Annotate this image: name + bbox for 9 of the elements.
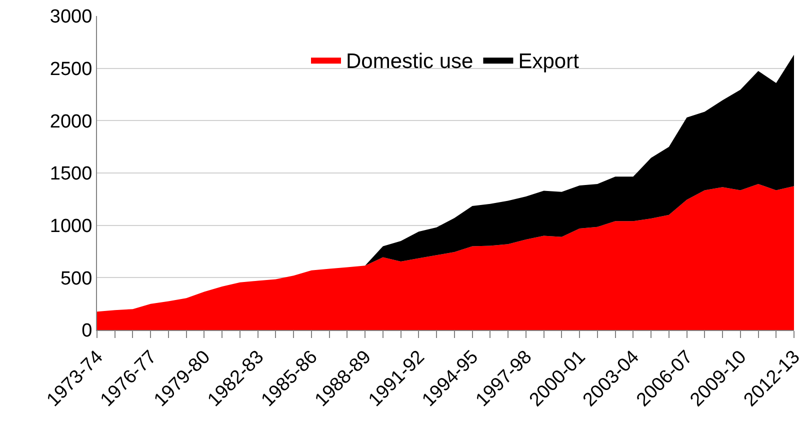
y-tick-label: 500 — [60, 268, 92, 290]
legend-label: Domestic use — [346, 50, 474, 73]
y-tick-label: 2500 — [50, 58, 92, 80]
y-tick-label: 2000 — [50, 111, 92, 132]
y-tick-label: 0 — [82, 320, 92, 342]
y-tick-label: 3000 — [50, 6, 92, 28]
y-tick-label: 1000 — [50, 216, 92, 237]
y-tick-label: 1500 — [50, 164, 92, 185]
legend-label: Export — [518, 50, 580, 73]
